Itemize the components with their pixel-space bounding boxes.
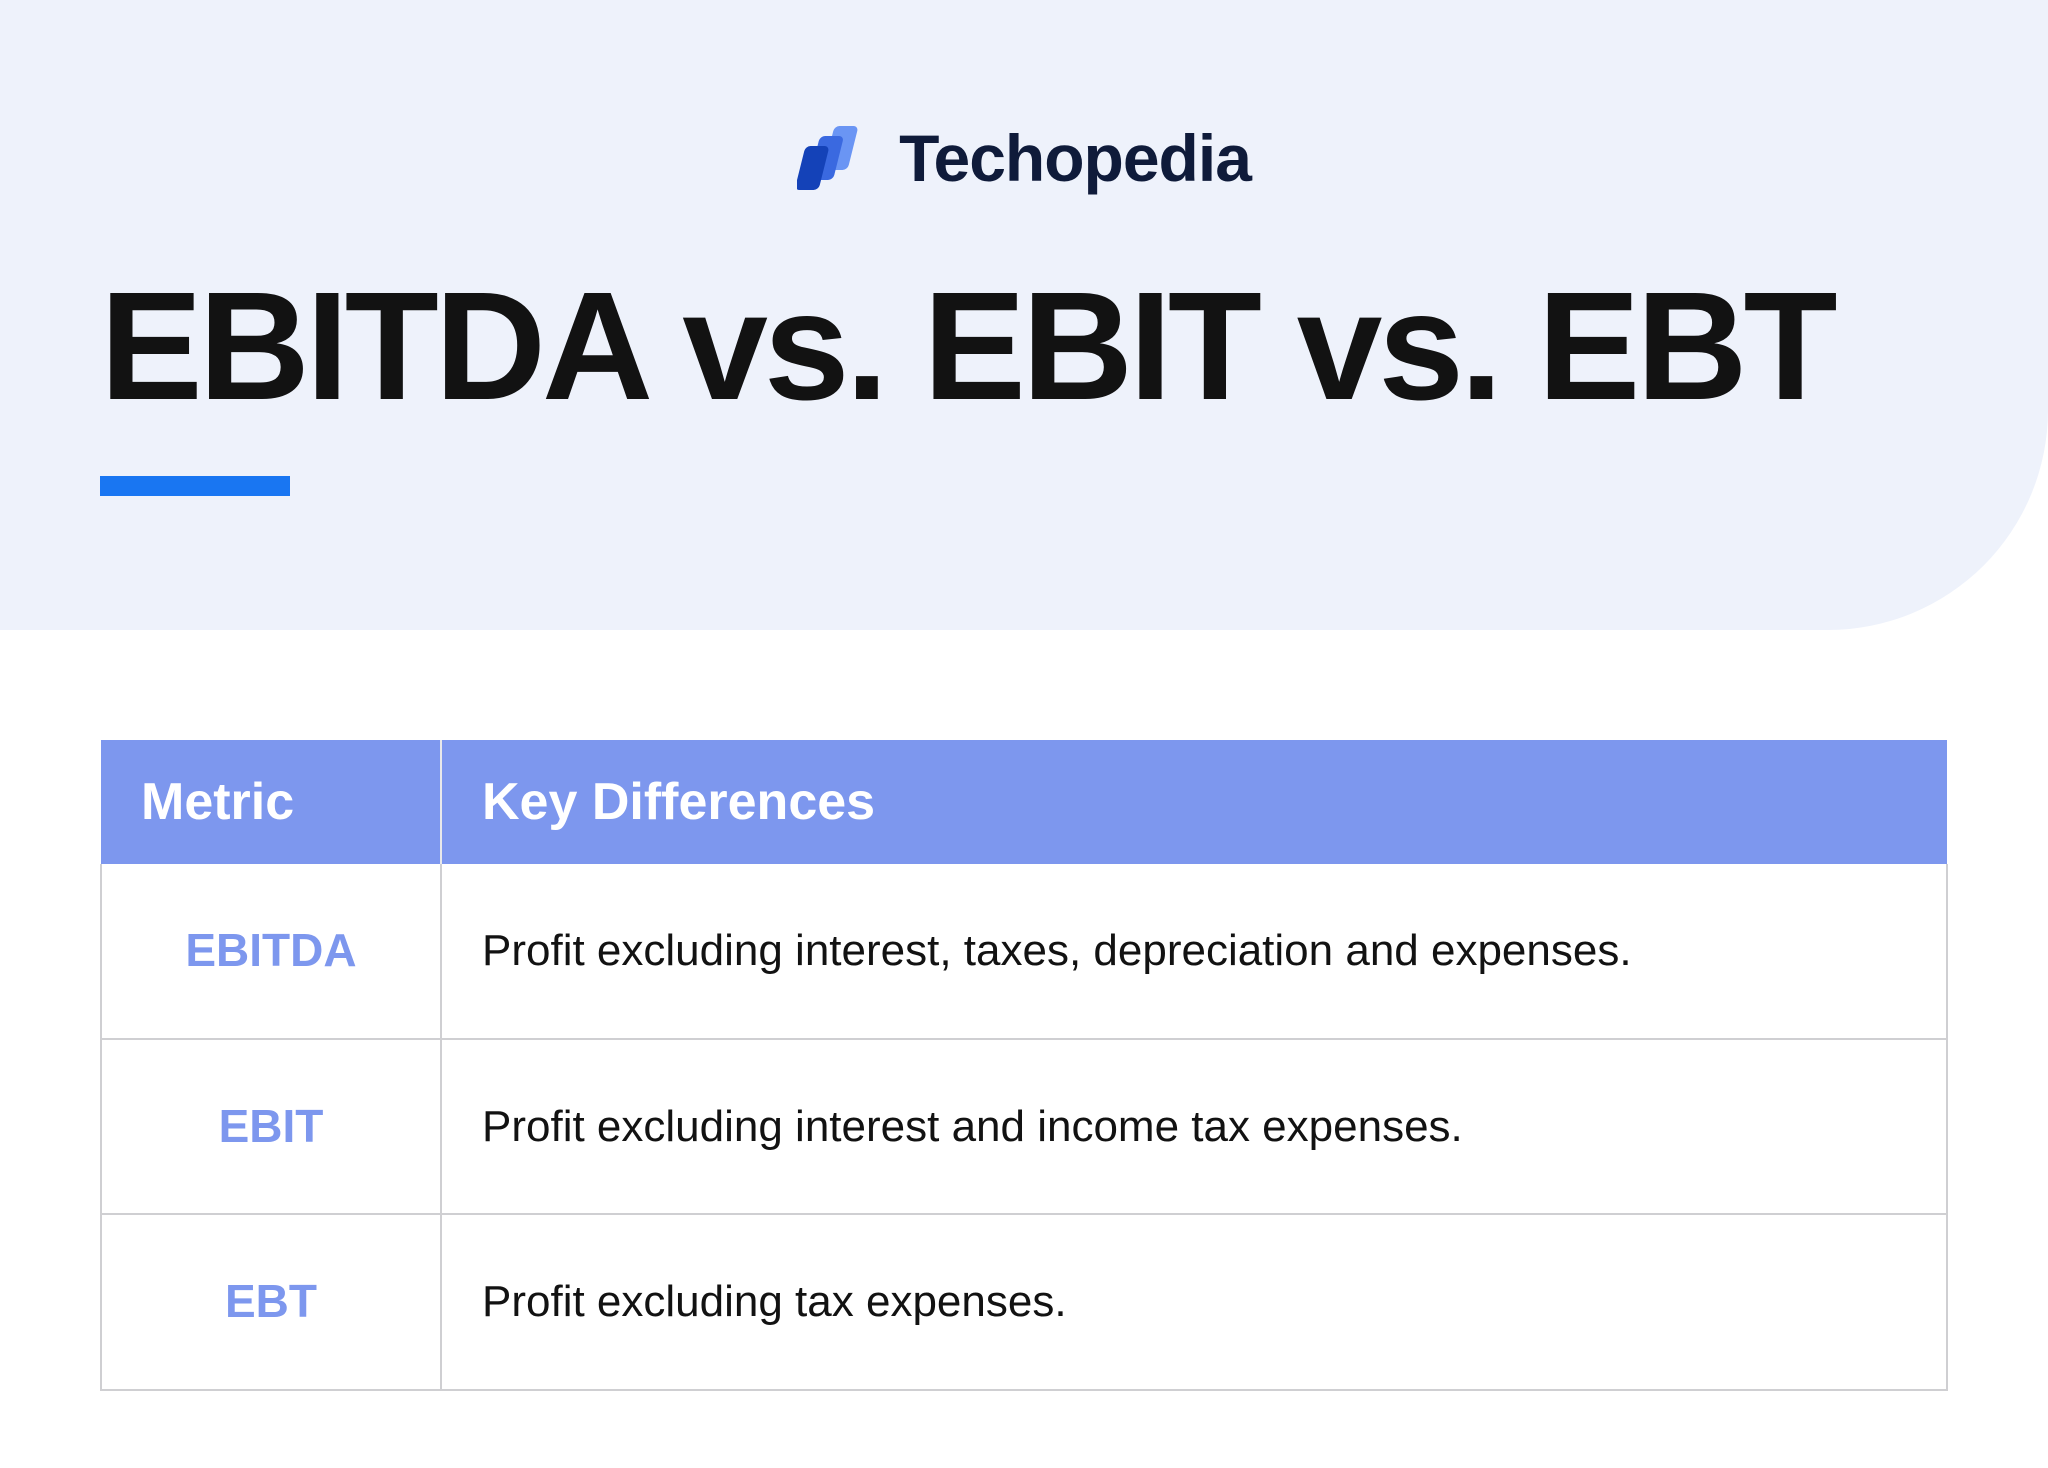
- metric-desc: Profit excluding interest and income tax…: [441, 1039, 1947, 1215]
- comparison-table: Metric Key Differences EBITDA Profit exc…: [100, 740, 1948, 1391]
- table-header-row: Metric Key Differences: [101, 740, 1947, 864]
- header-band: Techopedia EBITDA vs. EBIT vs. EBT: [0, 0, 2048, 630]
- metric-desc: Profit excluding tax expenses.: [441, 1214, 1947, 1390]
- brand-logo: Techopedia: [100, 120, 1948, 196]
- col-header-metric: Metric: [101, 740, 441, 864]
- brand-logo-icon: [797, 124, 875, 192]
- table-row: EBIT Profit excluding interest and incom…: [101, 1039, 1947, 1215]
- metric-name: EBITDA: [101, 864, 441, 1039]
- title-underline: [100, 476, 290, 496]
- col-header-diff: Key Differences: [441, 740, 1947, 864]
- page-title: EBITDA vs. EBIT vs. EBT: [100, 266, 1948, 428]
- metric-desc: Profit excluding interest, taxes, deprec…: [441, 864, 1947, 1039]
- brand-name: Techopedia: [899, 120, 1251, 196]
- metric-name: EBIT: [101, 1039, 441, 1215]
- comparison-table-container: Metric Key Differences EBITDA Profit exc…: [0, 630, 2048, 1391]
- table-row: EBT Profit excluding tax expenses.: [101, 1214, 1947, 1390]
- table-row: EBITDA Profit excluding interest, taxes,…: [101, 864, 1947, 1039]
- metric-name: EBT: [101, 1214, 441, 1390]
